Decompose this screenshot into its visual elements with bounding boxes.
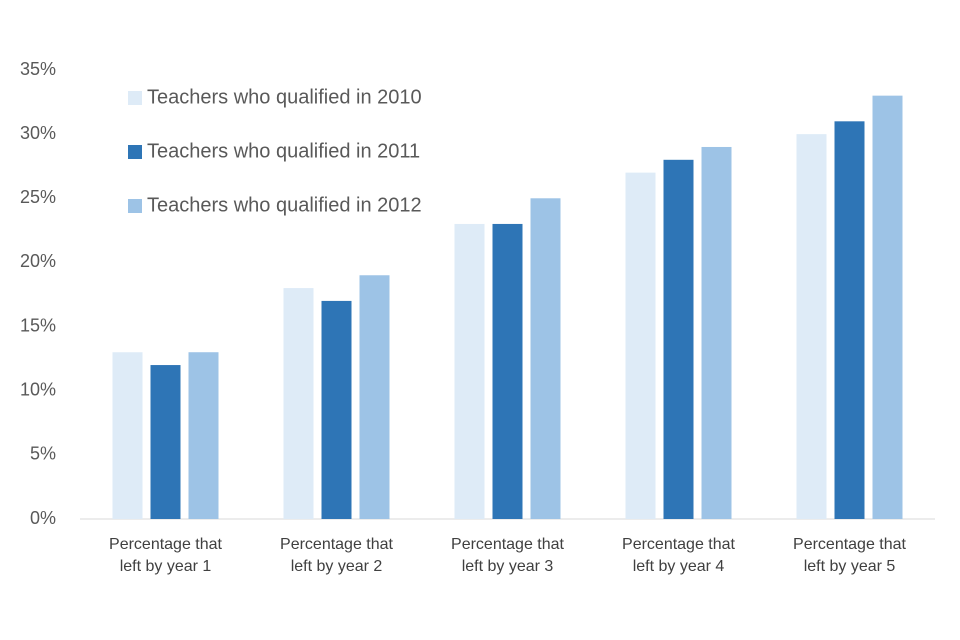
x-tick-label: Percentage that left by year 3 bbox=[451, 536, 564, 575]
y-tick-label: 20% bbox=[20, 251, 56, 271]
legend-label: Teachers who qualified in 2010 bbox=[147, 86, 422, 108]
bar bbox=[492, 223, 523, 519]
bar bbox=[321, 300, 352, 519]
legend-label: Teachers who qualified in 2011 bbox=[147, 140, 420, 162]
bar bbox=[663, 159, 694, 520]
bar bbox=[188, 352, 219, 519]
x-tick-label: Percentage that left by year 2 bbox=[280, 536, 393, 575]
legend-swatch bbox=[128, 145, 142, 159]
bar bbox=[834, 121, 865, 520]
bar bbox=[283, 288, 314, 519]
bar bbox=[872, 95, 903, 520]
x-tick-label: Percentage that left by year 5 bbox=[793, 536, 906, 575]
bar bbox=[454, 223, 485, 519]
bar bbox=[796, 134, 827, 519]
bar bbox=[701, 146, 732, 519]
y-tick-label: 10% bbox=[20, 379, 56, 399]
y-tick-label: 25% bbox=[20, 187, 56, 207]
y-tick-label: 5% bbox=[30, 444, 56, 464]
y-tick-label: 0% bbox=[30, 508, 56, 528]
bar bbox=[112, 352, 143, 519]
bar bbox=[359, 275, 390, 519]
legend-label: Teachers who qualified in 2012 bbox=[147, 194, 422, 216]
x-tick-label: Percentage that left by year 1 bbox=[109, 536, 222, 575]
y-tick-label: 35% bbox=[20, 59, 56, 79]
bar bbox=[150, 365, 181, 519]
x-tick-label: Percentage that left by year 4 bbox=[622, 536, 735, 575]
bar bbox=[625, 172, 656, 519]
y-tick-label: 30% bbox=[20, 123, 56, 143]
bar bbox=[530, 198, 561, 520]
y-tick-label: 15% bbox=[20, 315, 56, 335]
legend-swatch bbox=[128, 199, 142, 213]
legend-swatch bbox=[128, 91, 142, 105]
